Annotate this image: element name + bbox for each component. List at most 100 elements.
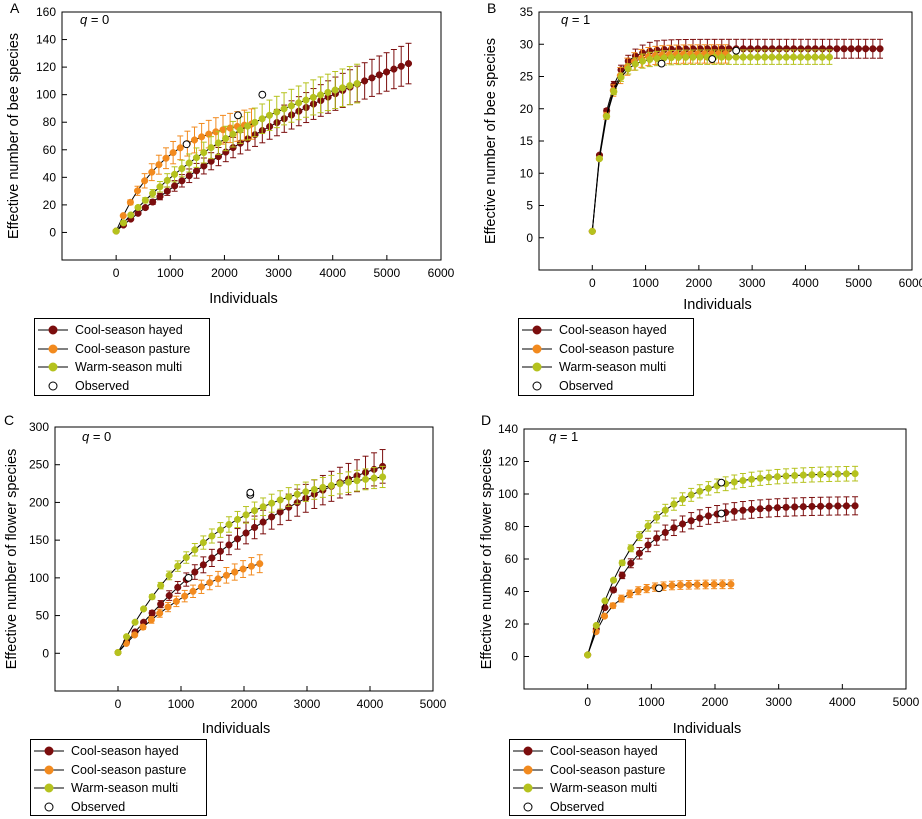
y-tick-label: 300 bbox=[29, 420, 49, 434]
series-point bbox=[163, 187, 171, 195]
q-annotation: q = 1 bbox=[549, 429, 578, 444]
y-tick-label: 100 bbox=[498, 487, 518, 501]
panel-b: B 0 5 10 15 20 25 30 35 0 1000 2000 3000 4000 5000 600… bbox=[461, 0, 922, 409]
legend-item: Cool-season pasture bbox=[31, 761, 186, 779]
panel-c: C 0 50 100 150 200 250 300 0 1000 2000 3000 4000 500… bbox=[0, 409, 461, 819]
y-axis-label: Effective number of flower species bbox=[4, 449, 20, 670]
series-point bbox=[685, 581, 693, 589]
q-value: = 0 bbox=[89, 429, 111, 444]
y-tick-label: 250 bbox=[29, 458, 49, 472]
x-tick-label: 2000 bbox=[702, 695, 729, 709]
q-annotation: q = 0 bbox=[80, 12, 109, 27]
x-tick-label: 1000 bbox=[638, 695, 665, 709]
series-point bbox=[122, 633, 131, 641]
y-axis-label: Effective number of bee species bbox=[6, 33, 22, 239]
series-point bbox=[851, 502, 859, 510]
legend-marker bbox=[44, 802, 54, 811]
series-point bbox=[199, 539, 207, 547]
legend-swatch bbox=[522, 344, 552, 353]
observed-point bbox=[182, 140, 191, 149]
series-point bbox=[592, 621, 600, 630]
series-point bbox=[773, 504, 781, 512]
q-symbol: q bbox=[561, 12, 569, 27]
legend-swatch bbox=[532, 381, 542, 390]
legend-swatch bbox=[523, 802, 533, 811]
panel-a: A 0 20 40 60 80 100 120 140 160 0 1000 2000 3000 4000… bbox=[0, 0, 461, 409]
series-point bbox=[208, 532, 216, 540]
series-point bbox=[667, 54, 675, 62]
panel-letter-b: B bbox=[487, 0, 497, 16]
y-tick-label: 35 bbox=[520, 5, 534, 19]
series-point bbox=[653, 534, 661, 542]
series-point bbox=[725, 53, 733, 61]
series-point bbox=[319, 483, 327, 491]
series-point bbox=[704, 484, 712, 492]
series-point bbox=[231, 568, 239, 576]
series-point bbox=[197, 583, 205, 591]
x-tick-label: 1000 bbox=[157, 266, 184, 280]
series-point bbox=[244, 122, 252, 130]
series-point bbox=[668, 581, 676, 590]
legend-item: Cool-season hayed bbox=[31, 742, 179, 760]
series-point bbox=[834, 502, 842, 510]
series-point bbox=[239, 565, 247, 573]
x-tick-label: 5000 bbox=[893, 695, 920, 709]
series-point bbox=[178, 164, 186, 173]
series-point bbox=[603, 112, 611, 120]
legend-label: Cool-season pasture bbox=[75, 341, 191, 356]
series-point bbox=[818, 53, 826, 61]
legend-label: Observed bbox=[550, 799, 605, 814]
series-point bbox=[730, 507, 738, 515]
legend-item: Cool-season pasture bbox=[510, 761, 665, 779]
plot-frame bbox=[54, 426, 434, 692]
series-point bbox=[379, 473, 387, 481]
y-tick-label: 160 bbox=[36, 5, 56, 19]
x-tick-label: 4000 bbox=[792, 276, 819, 290]
series-point bbox=[346, 82, 354, 90]
series-point bbox=[601, 597, 609, 605]
series-point bbox=[112, 227, 120, 235]
series-point bbox=[302, 488, 310, 496]
series-point bbox=[273, 108, 281, 116]
series-point bbox=[383, 68, 391, 76]
series-point bbox=[247, 562, 255, 570]
series-point bbox=[840, 45, 848, 53]
series-point bbox=[207, 144, 215, 152]
legend-swatch bbox=[513, 783, 543, 793]
series-point bbox=[233, 515, 242, 524]
legend-item: Cool-season hayed bbox=[510, 742, 658, 760]
series-point bbox=[696, 514, 704, 522]
legend-item: Warm-season multi bbox=[510, 779, 657, 797]
series-point bbox=[817, 502, 825, 510]
series-point bbox=[789, 53, 798, 61]
x-axis-label: Individuals bbox=[683, 297, 752, 310]
legend-swatch bbox=[38, 325, 68, 335]
series-point bbox=[119, 212, 127, 220]
series-point bbox=[782, 472, 790, 480]
y-tick-label: 200 bbox=[29, 495, 49, 509]
series-point bbox=[375, 71, 383, 79]
x-axis-label: Individuals bbox=[673, 721, 742, 737]
series-point bbox=[141, 204, 149, 212]
series-point bbox=[609, 586, 618, 594]
series-point bbox=[624, 65, 632, 73]
series-point bbox=[268, 513, 276, 521]
series-point bbox=[851, 470, 859, 478]
y-tick-label: 140 bbox=[498, 422, 518, 436]
series-point bbox=[748, 505, 756, 513]
legend-marker bbox=[44, 765, 54, 774]
series-point bbox=[156, 192, 164, 201]
series-point bbox=[617, 73, 625, 81]
series-point bbox=[139, 623, 147, 631]
legend-label: Observed bbox=[71, 799, 126, 814]
series-point bbox=[704, 512, 712, 520]
series-point bbox=[674, 53, 683, 61]
y-tick-label: 0 bbox=[49, 225, 56, 239]
series-point bbox=[834, 470, 842, 478]
legend-swatch bbox=[34, 746, 64, 756]
panel-d: D 0 20 40 60 80 100 120 140 0 1000 2000 3000 4000 500… bbox=[461, 409, 922, 819]
series-point bbox=[148, 593, 156, 601]
x-tick-label: 0 bbox=[115, 697, 122, 711]
series-point bbox=[149, 189, 157, 197]
legend-b: Cool-season hayed Cool-season pasture Warm… bbox=[518, 318, 694, 396]
